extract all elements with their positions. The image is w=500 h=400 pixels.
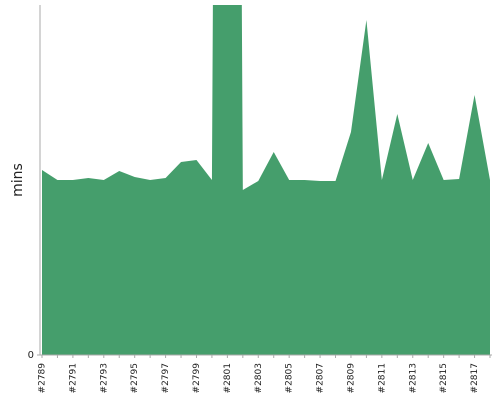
x-tick-label: #2799 <box>192 363 202 394</box>
x-tick-label: #2789 <box>38 363 48 394</box>
x-tick-label: #2813 <box>408 363 418 393</box>
x-tick-label: #2811 <box>377 363 387 393</box>
x-tick-label: #2803 <box>254 363 264 393</box>
x-tick-label: #2809 <box>346 363 356 394</box>
x-tick-label: #2791 <box>68 363 78 393</box>
x-tick-label: #2807 <box>316 363 326 393</box>
y-tick-label: 0 <box>28 350 34 361</box>
x-tick-label: #2815 <box>439 363 449 393</box>
x-tick-label: #2797 <box>161 363 171 393</box>
x-tick-label: #2817 <box>470 363 480 393</box>
x-tick-label: #2795 <box>130 363 140 393</box>
x-tick-label: #2805 <box>285 363 295 393</box>
x-tick-label: #2801 <box>223 363 233 393</box>
y-axis-label: mins <box>10 163 26 197</box>
x-tick-label: #2793 <box>99 363 109 393</box>
area <box>42 5 490 355</box>
